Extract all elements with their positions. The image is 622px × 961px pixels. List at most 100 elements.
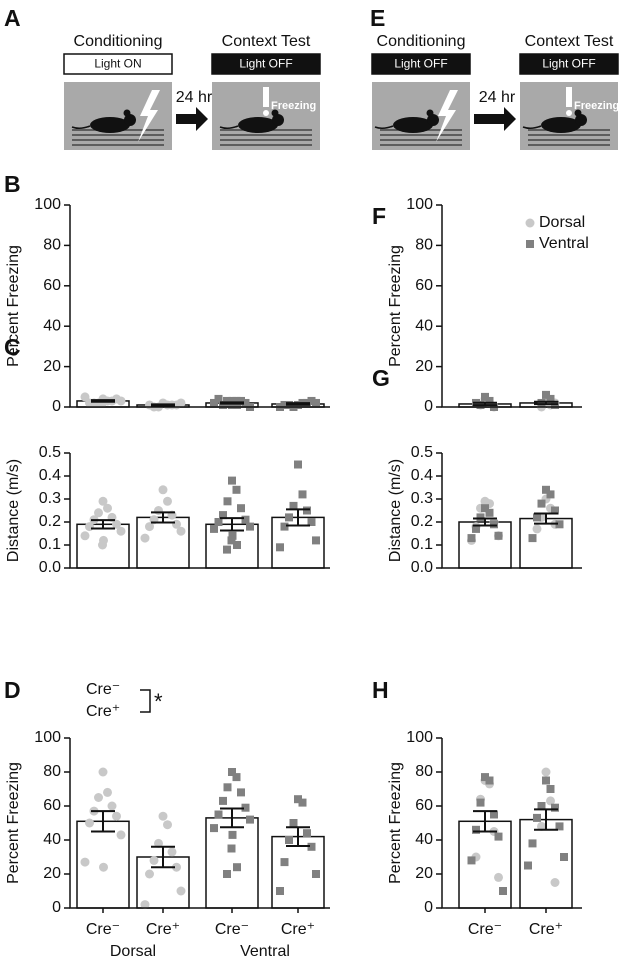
y-axis-label: Percent Freezing	[5, 245, 22, 367]
arrow	[176, 107, 208, 131]
data-point	[112, 811, 121, 821]
data-point	[233, 541, 241, 549]
data-point	[276, 543, 284, 552]
y-tick-label: 80	[43, 763, 61, 780]
data-point	[537, 802, 546, 810]
scene-title: Context Test	[222, 33, 311, 50]
data-point	[307, 842, 316, 851]
data-point	[210, 524, 218, 533]
y-tick-label: 40	[43, 317, 61, 334]
data-point	[94, 793, 103, 802]
y-tick-label: 80	[415, 237, 433, 254]
axes	[441, 738, 582, 909]
x-tick-label: Cre⁺	[281, 921, 315, 938]
mouse-head	[575, 114, 587, 126]
data-point	[551, 803, 559, 812]
error-bar	[473, 401, 497, 407]
light-box	[519, 53, 619, 75]
error-bar	[534, 512, 558, 525]
data-point	[80, 392, 90, 402]
scene-title: Conditioning	[377, 33, 466, 50]
data-point	[116, 526, 126, 536]
y-tick-label: 20	[43, 865, 61, 882]
data-point	[476, 513, 485, 522]
x-tick-label: Cre⁻	[468, 921, 502, 938]
data-point	[524, 861, 532, 870]
error-bar	[220, 807, 244, 829]
data-point	[542, 776, 550, 785]
data-point	[176, 398, 186, 408]
mouse	[393, 117, 433, 133]
y-axis-label: Distance (m/s)	[5, 459, 22, 562]
data-point	[94, 508, 103, 518]
data-point	[228, 476, 236, 485]
error-bar	[534, 400, 558, 406]
axes	[441, 453, 582, 569]
y-tick-label: 0.4	[39, 467, 61, 484]
data-point	[158, 485, 168, 495]
error-bar	[91, 810, 115, 833]
error-bar	[220, 401, 244, 405]
data-point	[237, 788, 245, 797]
data-point	[476, 798, 485, 807]
y-tick-label: 0.5	[411, 444, 433, 461]
panel-letter: E	[370, 5, 385, 31]
data-point	[537, 398, 546, 407]
axes	[69, 738, 330, 909]
panel-letter: H	[372, 677, 389, 703]
data-point	[228, 830, 237, 839]
data-point	[107, 801, 117, 811]
data-point	[499, 887, 507, 895]
y-axis-label: Percent Freezing	[387, 762, 404, 884]
data-point	[167, 847, 177, 857]
y-tick-label: 0.1	[411, 536, 433, 553]
mouse-ear	[271, 109, 279, 117]
y-tick-label: 80	[415, 763, 433, 780]
mouse-tail	[522, 125, 542, 130]
mouse-ear	[574, 109, 582, 117]
data-point	[472, 825, 480, 834]
y-tick-label: 0	[424, 899, 433, 916]
data-point	[546, 796, 555, 806]
data-point	[223, 545, 231, 554]
bar	[519, 517, 573, 569]
data-point	[246, 815, 254, 824]
data-point	[237, 504, 245, 513]
data-point	[542, 390, 550, 399]
data-point	[490, 810, 498, 819]
data-point	[280, 522, 289, 531]
y-tick-label: 0.5	[39, 444, 61, 461]
error-bar	[286, 508, 310, 527]
data-point	[228, 531, 237, 540]
scene-title: Context Test	[525, 33, 614, 50]
axes	[69, 453, 330, 569]
data-point	[285, 836, 293, 844]
significance: *	[154, 689, 163, 714]
group-label: Dorsal	[110, 943, 156, 960]
freezing-label: Freezing	[271, 100, 316, 112]
data-point	[494, 531, 503, 540]
data-point	[85, 818, 94, 828]
error-bar	[286, 402, 310, 406]
data-point	[98, 496, 108, 506]
light-box	[63, 53, 173, 75]
data-point	[223, 870, 231, 878]
data-point	[485, 776, 494, 785]
error-bar	[151, 511, 175, 524]
data-point	[494, 832, 503, 841]
legend-marker	[526, 240, 534, 248]
data-point	[228, 768, 236, 776]
y-tick-label: 100	[34, 729, 61, 746]
data-point	[241, 803, 250, 812]
scene-title: Conditioning	[74, 33, 163, 50]
data-point	[158, 811, 168, 821]
x-tick-label: Cre⁺	[529, 921, 563, 938]
legend-label: Dorsal	[539, 214, 585, 231]
data-point	[214, 394, 223, 403]
error-bar	[151, 403, 175, 407]
data-point	[294, 795, 302, 804]
group-label: Ventral	[240, 943, 290, 960]
light-box	[371, 53, 471, 75]
panel-letter: D	[4, 677, 21, 703]
data-point	[467, 856, 476, 865]
